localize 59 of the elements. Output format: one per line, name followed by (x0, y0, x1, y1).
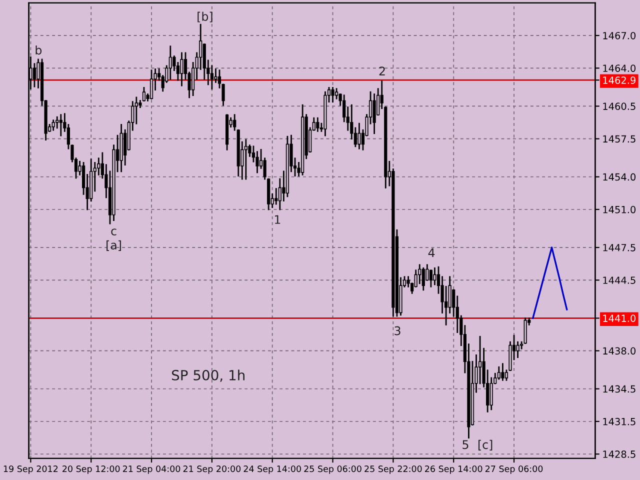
y-tick-label: 1434.5 (603, 385, 636, 393)
annotation: [c] (478, 440, 492, 450)
y-tick-label: 1444.5 (603, 276, 636, 284)
candlestick (316, 117, 320, 132)
x-tick-label: 20 Sep 12:00 (62, 466, 120, 474)
candlestick (331, 86, 334, 103)
y-tick-label: 1467.0 (603, 32, 636, 40)
y-tick-label: 1447.5 (603, 244, 636, 252)
candlestick (490, 377, 493, 410)
y-tick-label: 1460.5 (603, 102, 636, 110)
annotation: 1 (274, 215, 280, 224)
x-tick-label: 27 Sep 06:00 (485, 466, 543, 474)
y-tick-label: 1428.5 (603, 450, 636, 458)
x-tick-label: 24 Sep 14:00 (244, 466, 301, 474)
y-tick-label: 1438.0 (603, 347, 636, 355)
y-tick-label: 1454.0 (603, 173, 636, 181)
candlestick (501, 363, 504, 381)
x-tick-label: 25 Sep 06:00 (304, 466, 362, 474)
candlestick (56, 116, 59, 129)
x-tick-label: 21 Sep 04:00 (122, 466, 180, 474)
candlestick (214, 68, 218, 83)
annotation: SP 500, 1h (172, 370, 244, 382)
candlestick (497, 366, 500, 380)
annotation: [b] (198, 12, 212, 22)
candlestick (433, 267, 436, 286)
x-tick-label: 21 Sep 20:00 (183, 466, 241, 474)
annotation: 5 (462, 440, 468, 450)
annotation: 3 (394, 326, 400, 336)
candlestick (274, 188, 278, 205)
y-tick-label: 1457.5 (603, 135, 636, 143)
y-tick-label: 1431.5 (603, 418, 636, 426)
x-tick-label: 19 Sep 2012 (4, 466, 58, 474)
y-tick-label: 1464.0 (603, 64, 636, 72)
ref-line-label: 1462.9 (603, 76, 636, 84)
annotation: 4 (428, 248, 435, 258)
candlestick (429, 270, 432, 288)
candlestick (172, 55, 176, 71)
candlestick (358, 122, 361, 150)
candlestick (372, 94, 376, 134)
candlestick (180, 52, 184, 86)
line-series (532, 246, 568, 319)
candlestick (168, 46, 172, 80)
y-tick-label: 1451.0 (603, 206, 636, 214)
annotation: 2 (379, 66, 385, 76)
candlestick (516, 341, 520, 358)
candlestick (418, 264, 422, 284)
candlestick (422, 267, 425, 291)
candlestick (52, 120, 55, 131)
annotation: c (111, 228, 116, 236)
x-tick-label: 26 Sep 14:00 (425, 466, 482, 474)
candlestick (244, 139, 248, 180)
candlestick (150, 70, 154, 100)
candlestick (32, 63, 36, 88)
annotation: [a] (106, 240, 121, 251)
annotation: b (36, 45, 42, 55)
ref-line-label: 1441.0 (603, 314, 636, 322)
candlestick (59, 114, 62, 136)
candlestick (448, 276, 452, 314)
x-tick-label: 25 Sep 22:00 (364, 466, 422, 474)
